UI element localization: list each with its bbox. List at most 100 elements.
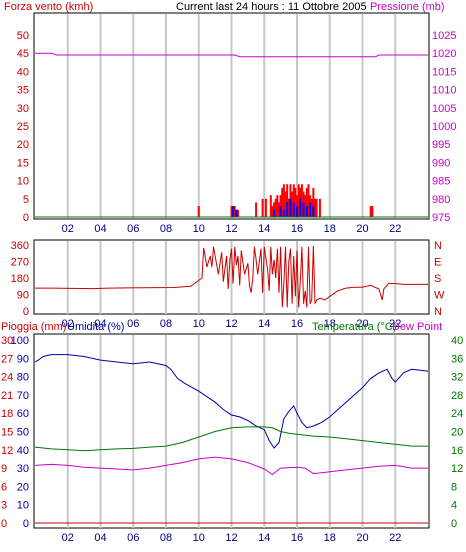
x-tick-label: 06	[127, 223, 139, 235]
humidity-tick-label: 100	[11, 335, 29, 347]
humidity-tick-label: 0	[23, 518, 29, 530]
temperature-tick-label: 0	[451, 518, 457, 530]
wind-average-bar	[232, 206, 235, 217]
wind-average-bar	[282, 209, 285, 217]
dew-point-line	[34, 456, 428, 476]
temperature-tick-label: 4	[451, 500, 457, 512]
humidity-line	[34, 354, 429, 449]
wind-gust-bar	[305, 187, 308, 217]
wind-gust-bar	[274, 198, 277, 217]
wind-gust-bar	[304, 195, 307, 217]
compass-tick-label: W	[434, 290, 445, 302]
x-tick-label: 10	[193, 532, 205, 544]
wind-gust-bar	[233, 206, 236, 217]
wind-average-bar	[286, 202, 289, 217]
x-tick-label: 06	[127, 318, 139, 330]
pressure-line	[35, 52, 428, 58]
wind-average-bar	[279, 206, 282, 217]
x-tick-label: 12	[225, 223, 237, 235]
compass-tick-label: N	[434, 240, 442, 252]
pressure-tick-label: 1025	[432, 30, 456, 42]
x-tick-label: 14	[258, 223, 270, 235]
climate-plot-gridlines	[66, 335, 397, 528]
wind-average-bar	[292, 202, 295, 217]
rain-tick-label: 6	[1, 481, 7, 493]
wind-gust-bar	[315, 198, 318, 217]
humidity-y-axis: 0 10 20 30 40 50 60 70 80 90 100	[11, 335, 29, 530]
wind-gust-bar	[261, 198, 264, 217]
temperature-tick-label: 40	[451, 335, 463, 347]
x-tick-label: 14	[258, 318, 270, 330]
wind-gust-bar	[307, 184, 310, 217]
direction-line	[35, 245, 428, 308]
x-tick-label: 12	[225, 532, 237, 544]
x-tick-label: 04	[94, 532, 106, 544]
temperature-tick-label: 32	[451, 372, 463, 384]
wind-gust-bar	[300, 184, 303, 217]
x-tick-label: 22	[389, 318, 401, 330]
x-tick-label: 22	[389, 532, 401, 544]
temperature-line	[34, 426, 428, 452]
wind-gust-bar	[286, 184, 289, 217]
wind-gust-bar	[271, 206, 274, 217]
x-tick-label: 20	[356, 532, 368, 544]
wind-tick-label: 50	[17, 30, 29, 42]
rain-tick-label: 24	[1, 372, 13, 384]
wind-gust-bar	[255, 202, 258, 217]
compass-tick-label: E	[434, 257, 441, 269]
wind-average-bar	[302, 202, 305, 217]
humidity-tick-label: 90	[17, 353, 29, 365]
x-tick-label: 20	[356, 223, 368, 235]
x-tick-label: 04	[94, 318, 106, 330]
wind-tick-label: 0	[23, 212, 29, 224]
pressure-tick-label: 985	[432, 176, 450, 188]
temperature-y-axis: 0 4 8 12 16 20 24 28 32 36 40	[451, 335, 463, 530]
x-tick-label: 16	[291, 318, 303, 330]
pressure-tick-label: 1000	[432, 121, 456, 133]
humidity-tick-label: 70	[17, 390, 29, 402]
direction-tick-label: 270	[11, 257, 29, 269]
humidity-tick-label: 20	[17, 481, 29, 493]
x-tick-label: 02	[62, 532, 74, 544]
x-tick-label: 08	[160, 318, 172, 330]
direction-tick-label: 90	[17, 290, 29, 302]
chart-title: Current last 24 hours : 11 Ottobre 2005	[176, 1, 367, 13]
pressure-tick-label: 1020	[432, 48, 456, 60]
temperature-axis-title: Temperatura (°C)	[312, 321, 396, 333]
x-tick-label: 02	[62, 223, 74, 235]
rain-tick-label: 21	[1, 390, 13, 402]
x-tick-label: 18	[324, 532, 336, 544]
temperature-tick-label: 24	[451, 408, 463, 420]
wind-tick-label: 25	[17, 121, 29, 133]
wind-average-bar	[312, 206, 315, 217]
humidity-tick-label: 10	[17, 500, 29, 512]
temperature-tick-label: 20	[451, 427, 463, 439]
wind-tick-label: 40	[17, 66, 29, 78]
rain-tick-label: 12	[1, 445, 13, 457]
temperature-tick-label: 36	[451, 353, 463, 365]
rain-tick-label: 30	[1, 335, 13, 347]
wind-average-bar	[273, 209, 276, 217]
wind-tick-label: 20	[17, 139, 29, 151]
rain-tick-label: 15	[1, 427, 13, 439]
wind-tick-label: 15	[17, 157, 29, 169]
wind-bars	[197, 184, 374, 217]
wind-gust-bar	[312, 187, 315, 217]
pressure-tick-label: 975	[432, 212, 450, 224]
x-tick-label: 22	[389, 223, 401, 235]
climate-x-axis: 02 04 06 08 10 12 14 16 18 20 22	[62, 532, 402, 544]
compass-tick-label: S	[434, 273, 441, 285]
wind-average-bar	[296, 206, 298, 217]
wind-gust-bar	[284, 191, 287, 217]
wind-gust-bar	[292, 184, 295, 217]
wind-tick-label: 30	[17, 103, 29, 115]
pressure-y-axis: 975 980 985 990 995 1000 1005 1010 1015 1020 1025	[432, 30, 456, 224]
rain-tick-label: 18	[1, 408, 13, 420]
humidity-axis-title: Umidita (%)	[67, 321, 124, 333]
direction-y-axis: 0 90 180 270 360	[11, 240, 29, 318]
x-tick-label: 08	[160, 532, 172, 544]
rain-tick-label: 9	[1, 463, 7, 475]
x-tick-label: 16	[291, 223, 303, 235]
wind-gust-bar	[310, 198, 313, 217]
